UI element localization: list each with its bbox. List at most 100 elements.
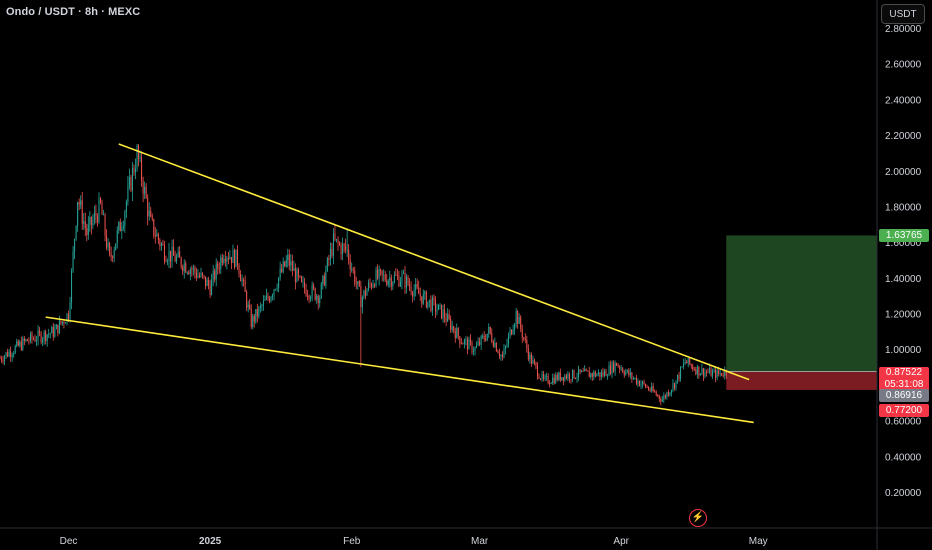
candle-body [576,376,578,379]
stop-loss-zone [726,371,877,390]
candle-body [655,392,657,395]
candle-body [540,378,542,380]
candle-body [570,379,572,381]
candle-body [215,263,217,280]
y-tick-label: 1.80000 [885,202,922,213]
candle-body [128,177,130,186]
candle-body [638,380,640,386]
candle-body [300,276,302,282]
candle-body [177,251,179,257]
candle-body [363,290,365,298]
candle-body [133,168,135,173]
candle-body [698,366,700,376]
candle-body [20,341,22,350]
candle-body [486,333,488,341]
candle-body [191,269,193,271]
candle-body [409,284,411,287]
candle-body [314,288,316,300]
candle-body [498,353,500,357]
candle-body [182,266,184,272]
candle-body [46,334,48,342]
x-tick-label: May [749,536,768,547]
candle-body [454,331,456,339]
candle-body [504,346,506,350]
candle-body [11,354,13,357]
y-tick-label: 2.20000 [885,131,922,142]
candle-body [233,250,235,268]
candle-body [637,380,639,384]
candle-body [599,372,601,377]
candle-body [610,365,612,374]
candle-body [660,398,662,402]
marker-price-badge: 0.86916 [879,389,929,402]
candle-body [325,270,327,286]
candle-body [39,330,41,334]
candle-body [160,243,162,246]
candle-body [666,392,668,398]
lightning-bolt-icon[interactable]: ⚡ [689,509,707,527]
candle-body [118,221,120,231]
candle-body [275,289,277,291]
candle-body [657,394,659,396]
candle-body [308,295,310,299]
candle-body [707,372,709,373]
candle-body [413,290,415,297]
candle-body [313,285,315,289]
candle-body [203,275,205,277]
y-tick-label: 2.80000 [885,24,922,35]
y-tick-label: 0.60000 [885,417,922,428]
candle-body [402,272,404,274]
candle-body [549,383,551,385]
candle-body [673,383,675,389]
candle-body [483,335,485,340]
candle-body [469,339,471,342]
candle-body [620,368,622,370]
candle-body [304,281,306,289]
candle-body [256,309,258,317]
candle-body [556,374,558,380]
candle-body [259,305,261,308]
candle-body [25,339,27,341]
candle-body [696,366,698,375]
candle-body [294,268,296,283]
candle-body [607,375,609,377]
y-tick-label: 1.40000 [885,274,922,285]
candle-body [508,335,510,344]
candle-body [558,372,560,380]
candle-body [451,326,453,330]
candle-body [538,376,540,379]
candle-body [55,324,57,330]
candle-body [29,333,31,341]
candle-body [553,377,555,384]
candle-body [186,272,188,274]
candle-body [672,383,674,390]
candle-body [568,373,570,380]
currency-button[interactable]: USDT [881,4,925,24]
candle-body [587,370,589,372]
candle-body [180,257,182,267]
candle-body [360,286,362,308]
candle-body [8,351,10,357]
candle-body [229,257,231,260]
candle-body [23,338,25,341]
candle-body [582,370,584,372]
candle-body [533,360,535,363]
candle-body [183,263,185,272]
plot-area [0,143,877,424]
candle-body [212,270,214,280]
candle-body [261,305,263,307]
candle-body [579,369,581,373]
candle-body [276,287,278,290]
candle-body [1,358,3,361]
candle-body [625,371,627,375]
candle-body [611,362,613,374]
candle-body [218,268,220,270]
candle-body [45,331,47,342]
candle-body [412,292,414,297]
candle-body [680,366,682,379]
candle-body [424,291,426,294]
candle-body [116,230,118,244]
candle-body [466,339,468,350]
